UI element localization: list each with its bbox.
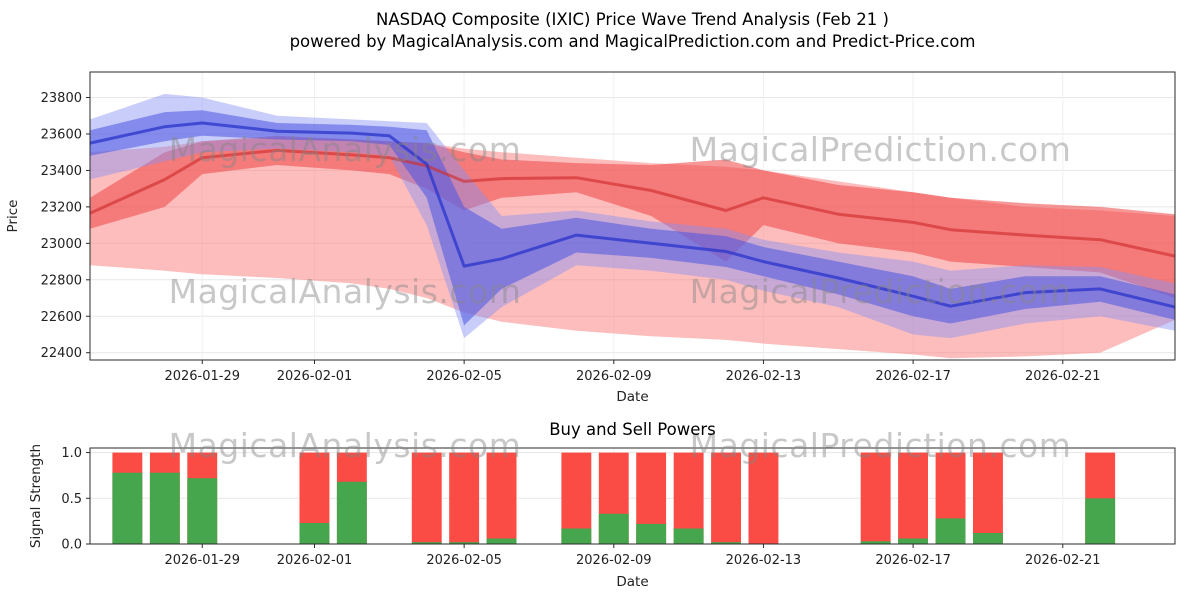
buy-power-bar: [935, 518, 966, 544]
plot-frame: [89, 71, 1176, 361]
buy-power-bar: [1085, 498, 1116, 544]
x-axis-label: Date: [616, 574, 648, 590]
buy-power-bar: [598, 513, 629, 544]
sell-power-bar: [748, 452, 779, 544]
x-tick-labels: 2026-01-29 2026-02-01 2026-02-05 2026-02-09…: [164, 544, 1101, 568]
svg-text:2026-02-05: 2026-02-05: [426, 553, 502, 568]
buy-wave-inner: [90, 110, 1175, 326]
y-axis-label: Price: [5, 200, 21, 233]
svg-text:2026-02-21: 2026-02-21: [1025, 553, 1101, 568]
svg-text:0.0: 0.0: [61, 538, 82, 553]
svg-text:1.0: 1.0: [61, 446, 82, 461]
svg-text:0.5: 0.5: [61, 492, 82, 507]
svg-text:2026-02-13: 2026-02-13: [726, 369, 802, 384]
price-bands: [90, 93, 1175, 359]
svg-text:2026-01-29: 2026-01-29: [164, 553, 240, 568]
y-axis-label: Signal Strength: [28, 444, 44, 548]
svg-text:2026-02-17: 2026-02-17: [875, 369, 951, 384]
y-tick-labels: 22400 22600 22800 23000 23200 23400 23600 23800: [41, 91, 90, 361]
svg-text:2026-02-05: 2026-02-05: [426, 369, 502, 384]
sell-power-bar: [711, 452, 741, 544]
x-axis-label: Date: [616, 389, 648, 405]
svg-text:2026-02-13: 2026-02-13: [726, 553, 802, 568]
sell-median-line: [89, 148, 1176, 258]
buy-power-bar: [112, 472, 143, 544]
buy-power-bar: [561, 528, 592, 544]
buy-power-bar: [187, 478, 218, 544]
svg-text:23600: 23600: [41, 128, 82, 143]
svg-text:23000: 23000: [41, 237, 82, 252]
svg-text:23200: 23200: [41, 200, 82, 215]
svg-text:22800: 22800: [41, 273, 82, 288]
price-median-lines: [89, 121, 1176, 309]
svg-text:2026-02-01: 2026-02-01: [277, 369, 353, 384]
svg-text:2026-02-17: 2026-02-17: [875, 553, 951, 568]
svg-text:2026-02-21: 2026-02-21: [1025, 369, 1101, 384]
svg-text:22600: 22600: [41, 310, 82, 325]
buy-power-bar: [449, 542, 480, 544]
svg-text:2026-02-09: 2026-02-09: [576, 553, 652, 568]
sell-power-bar: [486, 452, 517, 544]
sell-power-bar: [411, 452, 442, 544]
buy-power-bar: [336, 481, 367, 544]
buy-power-bar: [486, 538, 517, 544]
power-chart-title: Buy and Sell Powers: [549, 420, 716, 439]
grid: [90, 448, 1175, 545]
buy-power-bar: [149, 472, 180, 544]
x-tick-labels: 2026-01-29 2026-02-01 2026-02-05 2026-02-09…: [164, 360, 1101, 384]
sell-power-bar: [973, 452, 1003, 544]
buy-power-bar: [711, 542, 741, 544]
sell-wave-inner: [90, 135, 1175, 298]
chart-subtitle: powered by MagicalAnalysis.com and Magic…: [289, 32, 976, 51]
plot-frame: [89, 447, 1176, 545]
buy-power-bar: [973, 533, 1003, 544]
sell-power-bar: [449, 452, 480, 544]
svg-text:2026-01-29: 2026-01-29: [164, 369, 240, 384]
svg-text:23800: 23800: [41, 91, 82, 106]
svg-text:23400: 23400: [41, 164, 82, 179]
sell-power-bar: [860, 452, 891, 544]
signal-bars: [112, 452, 1116, 544]
price-wave-chart: 22400 22600 22800 23000 23200 23400 23600 23800…: [5, 71, 1176, 405]
svg-text:22400: 22400: [41, 346, 82, 361]
buy-median-line: [89, 121, 1176, 309]
buy-power-bar: [411, 542, 442, 544]
buy-power-bar: [636, 523, 667, 544]
svg-text:2026-02-09: 2026-02-09: [576, 369, 652, 384]
buy-power-bar: [673, 528, 704, 544]
sell-power-bar: [898, 452, 928, 544]
buy-power-bar: [860, 541, 891, 544]
chart-title: NASDAQ Composite (IXIC) Price Wave Trend…: [376, 10, 889, 29]
buy-power-bar: [898, 538, 928, 544]
y-tick-labels: 0.0 0.5 1.0: [61, 446, 90, 553]
buy-power-bar: [299, 523, 330, 544]
svg-text:2026-02-01: 2026-02-01: [277, 553, 353, 568]
